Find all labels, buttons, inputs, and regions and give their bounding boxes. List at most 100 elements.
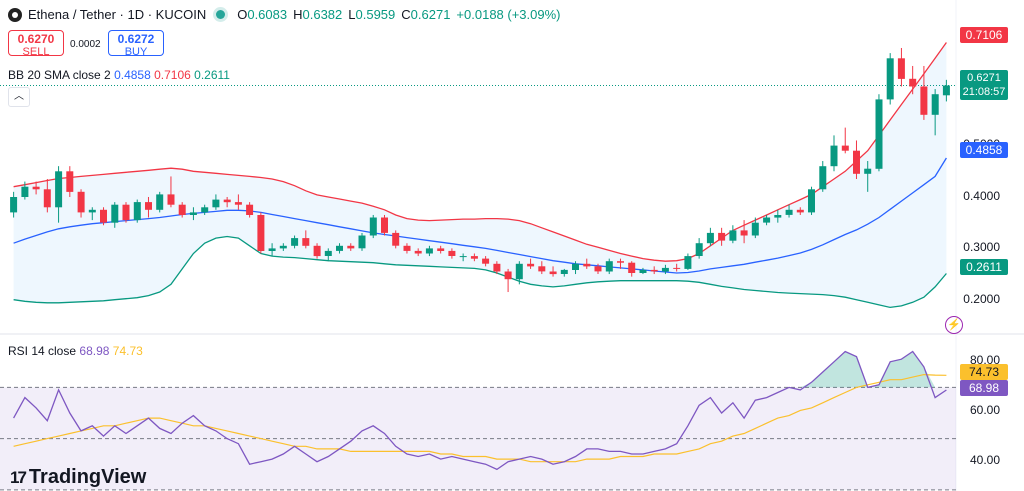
candle bbox=[583, 258, 591, 269]
candle-body bbox=[145, 202, 152, 210]
candle-body bbox=[55, 171, 63, 208]
candle bbox=[628, 261, 636, 277]
rsi-line bbox=[13, 350, 947, 471]
candle-body bbox=[549, 271, 557, 275]
candle bbox=[639, 267, 647, 275]
candle-body bbox=[189, 212, 197, 215]
candle bbox=[403, 243, 411, 254]
collapse-legend-button[interactable]: ︿ bbox=[8, 87, 30, 107]
candle-body bbox=[628, 262, 636, 273]
bb-legend[interactable]: BB 20 SMA close 2 0.4858 0.7106 0.2611 bbox=[8, 68, 230, 82]
market-status-icon bbox=[216, 10, 226, 19]
symbol-title[interactable]: Ethena / Tether · 1D · KUCOIN bbox=[28, 7, 207, 22]
close-value: 0.6271 bbox=[410, 7, 451, 22]
bar-countdown: 21:08:57 bbox=[962, 86, 1006, 98]
change-value: +0.0188 (+3.09%) bbox=[456, 7, 561, 22]
candle-body bbox=[111, 204, 119, 223]
candle-body bbox=[291, 238, 299, 246]
candle bbox=[774, 209, 782, 223]
candle-body bbox=[437, 248, 445, 251]
candle bbox=[77, 189, 85, 218]
candle-body bbox=[650, 269, 658, 272]
bb-name: BB 20 SMA close 2 bbox=[8, 68, 111, 82]
rsi-ma-line bbox=[13, 373, 947, 463]
candle bbox=[706, 227, 714, 246]
candle-body bbox=[572, 263, 579, 270]
candle bbox=[538, 261, 546, 275]
candle bbox=[785, 204, 793, 218]
bb-upper-value: 0.7106 bbox=[154, 68, 191, 82]
sell-button[interactable]: 0.6270 SELL bbox=[8, 30, 64, 58]
candle-body bbox=[324, 250, 332, 256]
candle bbox=[212, 194, 220, 210]
flash-icon[interactable]: ⚡ bbox=[945, 316, 963, 334]
candle-body bbox=[920, 86, 928, 115]
candle bbox=[549, 266, 557, 277]
candle bbox=[358, 232, 366, 251]
candle-body bbox=[482, 258, 490, 264]
candle-body bbox=[493, 263, 501, 272]
candle bbox=[448, 248, 456, 259]
candle-body bbox=[336, 245, 343, 251]
candle-body bbox=[909, 78, 917, 87]
rsi-legend[interactable]: RSI 14 close 68.98 74.73 bbox=[8, 344, 143, 358]
candle bbox=[718, 227, 726, 246]
candle bbox=[369, 214, 377, 239]
candle-body bbox=[830, 145, 838, 167]
candle bbox=[414, 248, 422, 257]
candle-body bbox=[392, 232, 400, 246]
candle-body bbox=[403, 245, 411, 251]
bollinger-bands bbox=[13, 42, 947, 309]
candle-body bbox=[538, 266, 546, 272]
candle bbox=[886, 53, 894, 105]
buy-button[interactable]: 0.6272 BUY bbox=[108, 30, 164, 58]
candle bbox=[10, 191, 18, 218]
chevron-up-icon: ︿ bbox=[14, 91, 24, 102]
candle-body bbox=[583, 263, 591, 267]
candle bbox=[864, 161, 872, 192]
candle-body bbox=[279, 245, 287, 249]
candle bbox=[111, 202, 119, 228]
open-value: 0.6083 bbox=[247, 7, 288, 22]
candle-body bbox=[369, 217, 377, 236]
rsi-name: RSI 14 close bbox=[8, 344, 77, 358]
last-price: 0.6271 bbox=[967, 72, 1001, 84]
candle bbox=[189, 207, 197, 221]
candle bbox=[560, 268, 568, 277]
candle bbox=[425, 245, 433, 257]
tradingview-logo[interactable]: 17 TradingView bbox=[10, 466, 146, 489]
candle bbox=[673, 263, 681, 272]
candle-body bbox=[77, 191, 85, 213]
candle-body bbox=[257, 215, 265, 251]
bb-lower-value: 0.2611 bbox=[194, 68, 230, 82]
price-axis-tick: 0.3000 bbox=[963, 240, 1000, 254]
candle-body bbox=[605, 261, 613, 272]
candle bbox=[482, 256, 490, 267]
candle-body bbox=[661, 267, 669, 272]
candle-body bbox=[313, 245, 321, 257]
candle-body bbox=[819, 166, 827, 190]
candle-body bbox=[470, 256, 478, 259]
ethena-logo-icon bbox=[8, 7, 22, 22]
candle-body bbox=[178, 204, 186, 215]
candle bbox=[122, 202, 130, 223]
bb-lower-line bbox=[13, 235, 947, 309]
candle bbox=[291, 235, 299, 249]
candle bbox=[572, 261, 579, 275]
candle-body bbox=[414, 250, 422, 254]
candle-body bbox=[864, 168, 872, 174]
candle bbox=[808, 186, 815, 215]
bb-lower-tag: 0.2611 bbox=[960, 259, 1008, 275]
candle-body bbox=[425, 248, 433, 254]
bb-upper-tag: 0.7106 bbox=[960, 27, 1008, 43]
candle bbox=[931, 89, 939, 136]
candle bbox=[650, 266, 658, 275]
candle bbox=[324, 248, 332, 262]
candle bbox=[470, 253, 478, 262]
candle bbox=[268, 243, 276, 257]
candle-body bbox=[515, 263, 523, 280]
candle bbox=[459, 253, 467, 262]
candle-body bbox=[875, 99, 883, 169]
price-axis-tick: 0.4000 bbox=[963, 189, 1000, 203]
